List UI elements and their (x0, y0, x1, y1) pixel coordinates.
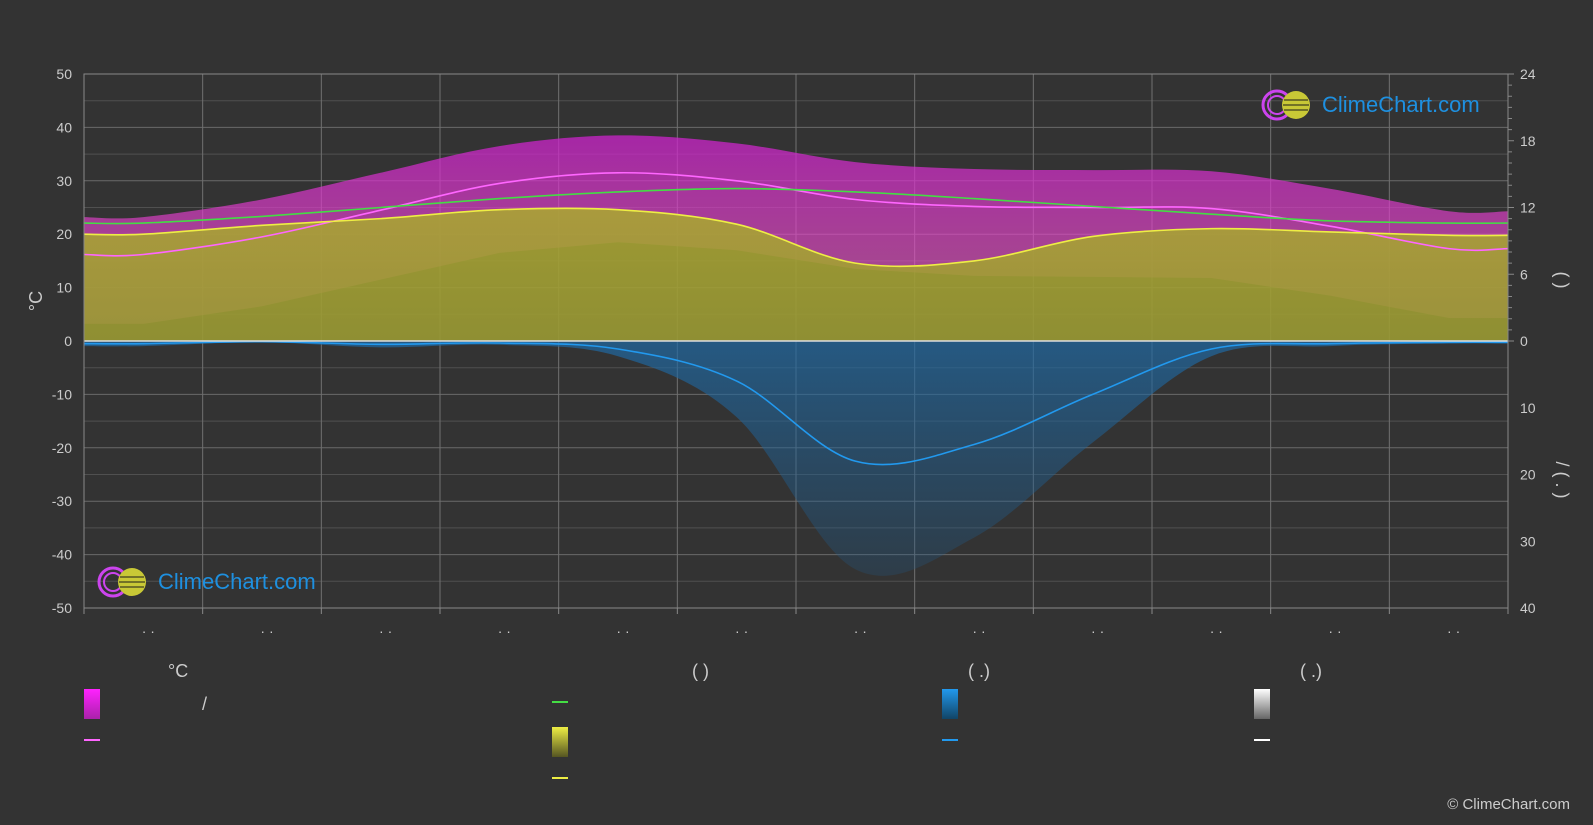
x-tick-label: · · (616, 623, 629, 639)
climate-chart: 50 40 30 20 10 0 -10 -20 -30 -40 -50 24 18 12 6 0 10 20 30… (26, 66, 1572, 639)
legend-heading: °C (168, 661, 189, 681)
legend-swatch-box (84, 689, 100, 719)
logo-icon (97, 566, 146, 598)
legend-swatch-line (552, 777, 568, 779)
left-axis-label: °C (26, 291, 46, 311)
right-top-tick-label: 0 (1520, 333, 1528, 349)
left-tick-label: 20 (56, 226, 72, 242)
right-bottom-tick-label: 20 (1520, 467, 1536, 483)
legend-item (942, 739, 1060, 741)
series-line-daylight (84, 187, 1508, 225)
legend-heading: ( ) (692, 661, 709, 681)
logo-text: ClimeChart.com (1322, 92, 1480, 117)
axes: 50 40 30 20 10 0 -10 -20 -30 -40 -50 24 18 12 6 0 10 20 30… (26, 66, 1572, 639)
x-tick-label: · · (854, 623, 867, 639)
right-top-tick-label: 6 (1520, 266, 1528, 282)
left-tick-label: 0 (64, 333, 72, 349)
area-layer (84, 135, 1508, 576)
legend-heading: ( .) (1300, 661, 1322, 681)
right-top-tick-label: 18 (1520, 133, 1536, 149)
legend-item (552, 727, 670, 757)
right-top-tick-label: 24 (1520, 66, 1536, 82)
left-tick-label: -10 (52, 386, 72, 402)
legend: °C / ( ) ( .) ( .) (0, 655, 1593, 805)
right-top-tick-label: 12 (1520, 200, 1536, 216)
logo-bottom: ClimeChart.com (96, 565, 316, 599)
right-bottom-tick-label: 10 (1520, 400, 1536, 416)
right-bottom-axis-label: / ( . ) (1552, 462, 1572, 499)
left-tick-label: 40 (56, 119, 72, 135)
sunshine-area (84, 208, 1508, 341)
copyright: © ClimeChart.com (1447, 796, 1570, 813)
left-tick-label: -40 (52, 547, 72, 563)
legend-item (552, 777, 670, 779)
x-tick-label: · · (735, 623, 748, 639)
line-layer (84, 171, 1508, 466)
left-tick-label: -30 (52, 493, 72, 509)
legend-swatch-box (1254, 689, 1270, 719)
left-tick-label: 10 (56, 280, 72, 296)
x-tick-label: · · (260, 623, 273, 639)
left-tick-label: -20 (52, 440, 72, 456)
legend-item (942, 689, 1060, 719)
legend-item (1254, 689, 1372, 719)
legend-label: / (202, 693, 208, 714)
legend-swatch-line (552, 701, 568, 703)
x-tick-label: · · (1210, 623, 1223, 639)
series-line-precipitation (84, 340, 1508, 466)
legend-swatch-line (942, 739, 958, 741)
left-tick-label: -50 (52, 600, 72, 616)
legend-item: / (84, 689, 207, 719)
right-bottom-tick-label: 30 (1520, 533, 1536, 549)
x-tick-label: · · (1328, 623, 1341, 639)
logo-top: ClimeChart.com (1260, 88, 1480, 122)
logo-text: ClimeChart.com (158, 569, 316, 594)
right-top-axis-label: ( ) (1552, 272, 1572, 289)
x-tick-label: · · (498, 623, 511, 639)
x-tick-label: · · (142, 623, 155, 639)
legend-item (552, 701, 670, 703)
legend-swatch-box (552, 727, 568, 757)
logo-icon (1261, 89, 1310, 121)
legend-item (1254, 739, 1372, 741)
right-bottom-tick-label: 40 (1520, 600, 1536, 616)
legend-swatch-line (1254, 739, 1270, 741)
left-tick-label: 30 (56, 173, 72, 189)
x-tick-label: · · (1447, 623, 1460, 639)
precipitation-area (84, 341, 1508, 576)
legend-swatch-box (942, 689, 958, 719)
legend-swatch-line (84, 739, 100, 741)
left-tick-label: 50 (56, 66, 72, 82)
legend-item (84, 739, 202, 741)
x-tick-label: · · (379, 623, 392, 639)
x-tick-label: · · (972, 623, 985, 639)
series-line-sunshine (84, 207, 1508, 268)
legend-heading: ( .) (968, 661, 990, 681)
x-tick-label: · · (1091, 623, 1104, 639)
